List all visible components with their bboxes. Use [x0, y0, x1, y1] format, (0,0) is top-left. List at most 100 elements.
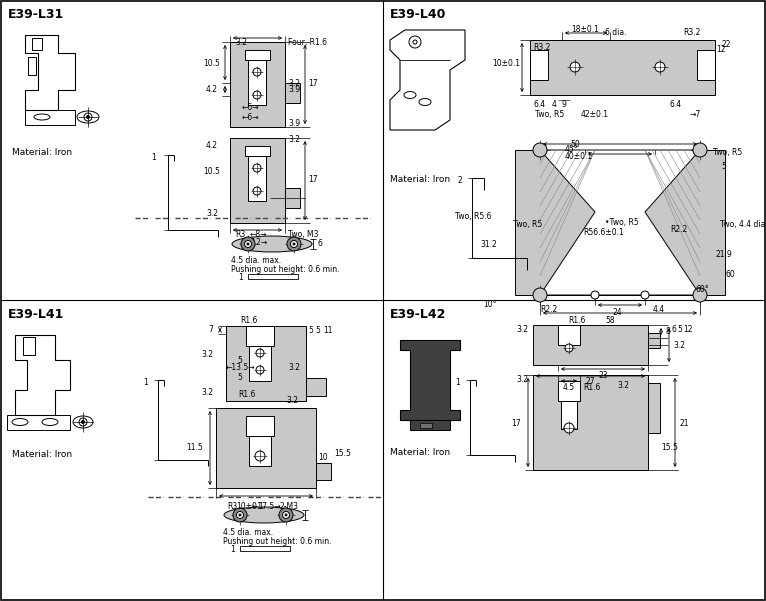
Text: 5: 5	[677, 325, 682, 334]
Circle shape	[591, 291, 599, 299]
Text: 3.2: 3.2	[617, 381, 629, 390]
Circle shape	[565, 344, 573, 352]
Text: E39-L40: E39-L40	[390, 8, 447, 21]
Text: 31.2: 31.2	[480, 240, 497, 249]
Circle shape	[283, 511, 290, 519]
Text: 5: 5	[237, 373, 242, 382]
Text: ←6→: ←6→	[241, 103, 259, 112]
Text: E39-L41: E39-L41	[8, 308, 64, 321]
Text: 60: 60	[725, 270, 735, 279]
Text: 1: 1	[144, 378, 149, 387]
Text: 3.2: 3.2	[206, 209, 218, 218]
Text: ←12→: ←12→	[246, 238, 268, 247]
Text: 11.5: 11.5	[186, 444, 203, 453]
Circle shape	[564, 423, 574, 433]
Circle shape	[241, 237, 255, 251]
Text: 3.2: 3.2	[201, 388, 213, 397]
Text: 58: 58	[605, 316, 615, 325]
Ellipse shape	[42, 418, 58, 426]
Text: 8: 8	[665, 326, 669, 335]
Text: Pushing out height: 0.6 min.: Pushing out height: 0.6 min.	[223, 537, 332, 546]
Circle shape	[255, 451, 265, 461]
Text: Two, R5: Two, R5	[513, 220, 542, 229]
Text: Material: Iron: Material: Iron	[12, 148, 72, 157]
Text: 1: 1	[238, 273, 243, 282]
Text: 42±0.1: 42±0.1	[581, 110, 609, 119]
Circle shape	[533, 143, 547, 157]
Bar	[249, 436, 271, 466]
Text: 5: 5	[315, 326, 320, 335]
Text: 10.5: 10.5	[204, 166, 221, 175]
Ellipse shape	[224, 507, 304, 523]
Bar	[248, 156, 266, 201]
Text: E39-L31: E39-L31	[8, 8, 64, 21]
Bar	[533, 375, 648, 470]
Text: Two, R5: Two, R5	[535, 110, 565, 119]
Bar	[558, 381, 580, 401]
Text: ←13.5→: ←13.5→	[225, 363, 255, 372]
Text: 3.2: 3.2	[516, 325, 528, 334]
Text: 50: 50	[570, 140, 580, 149]
Text: 2-M3: 2-M3	[280, 502, 299, 511]
Circle shape	[253, 164, 261, 172]
Text: ←17.5→: ←17.5→	[251, 502, 281, 511]
Bar	[515, 150, 725, 295]
Text: Material: Iron: Material: Iron	[390, 448, 450, 457]
Text: 3.2: 3.2	[288, 363, 300, 372]
Circle shape	[247, 243, 249, 245]
Text: Material: Iron: Material: Iron	[390, 175, 450, 184]
Polygon shape	[410, 420, 450, 430]
Circle shape	[253, 91, 261, 99]
Bar	[28, 57, 36, 75]
Text: 10±0.1: 10±0.1	[492, 59, 520, 69]
Circle shape	[533, 288, 547, 302]
Text: 18±0.1: 18±0.1	[571, 25, 599, 34]
Circle shape	[87, 115, 90, 118]
Text: 45°: 45°	[565, 145, 578, 154]
Text: 3.2: 3.2	[673, 341, 685, 350]
Text: R1.6: R1.6	[568, 316, 585, 325]
Text: 27: 27	[585, 377, 595, 386]
Bar	[648, 333, 660, 348]
Text: 10±0.1: 10±0.1	[236, 502, 264, 511]
Circle shape	[293, 243, 295, 245]
Bar	[648, 383, 660, 433]
Circle shape	[256, 366, 264, 374]
Text: 6: 6	[318, 240, 323, 248]
Circle shape	[570, 62, 580, 72]
Text: 7: 7	[208, 326, 213, 335]
Text: 60°: 60°	[695, 285, 709, 294]
Circle shape	[290, 240, 297, 248]
Text: 40±0.1: 40±0.1	[565, 152, 593, 161]
Text: 24: 24	[612, 308, 622, 317]
Bar	[530, 50, 548, 80]
Bar	[697, 50, 715, 80]
Text: Two, M3: Two, M3	[288, 230, 319, 239]
Text: Material: Iron: Material: Iron	[12, 450, 72, 459]
Polygon shape	[540, 150, 700, 295]
Text: Two, R5.6: Two, R5.6	[455, 212, 492, 221]
Text: Pushing out height: 0.6 min.: Pushing out height: 0.6 min.	[231, 265, 339, 274]
Text: 1: 1	[456, 378, 460, 387]
Circle shape	[233, 508, 247, 522]
Text: 23: 23	[598, 371, 607, 380]
Bar	[248, 274, 298, 279]
Text: Two, R5: Two, R5	[713, 148, 742, 157]
Text: 15.5: 15.5	[334, 448, 351, 457]
Text: 4.2: 4.2	[206, 141, 218, 150]
Text: 3.2: 3.2	[201, 350, 213, 359]
Text: 17: 17	[512, 418, 521, 427]
Bar	[533, 325, 648, 365]
Bar	[285, 83, 300, 103]
Text: 4.5 dia. max.: 4.5 dia. max.	[231, 256, 281, 265]
Circle shape	[279, 508, 293, 522]
Bar	[32, 38, 42, 50]
Text: 4: 4	[552, 100, 557, 109]
Text: •Two, R5: •Two, R5	[605, 218, 639, 227]
Circle shape	[641, 291, 649, 299]
Circle shape	[693, 288, 707, 302]
Ellipse shape	[34, 114, 50, 120]
Text: 3.2: 3.2	[288, 135, 300, 144]
Circle shape	[253, 187, 261, 195]
Bar	[230, 138, 285, 223]
